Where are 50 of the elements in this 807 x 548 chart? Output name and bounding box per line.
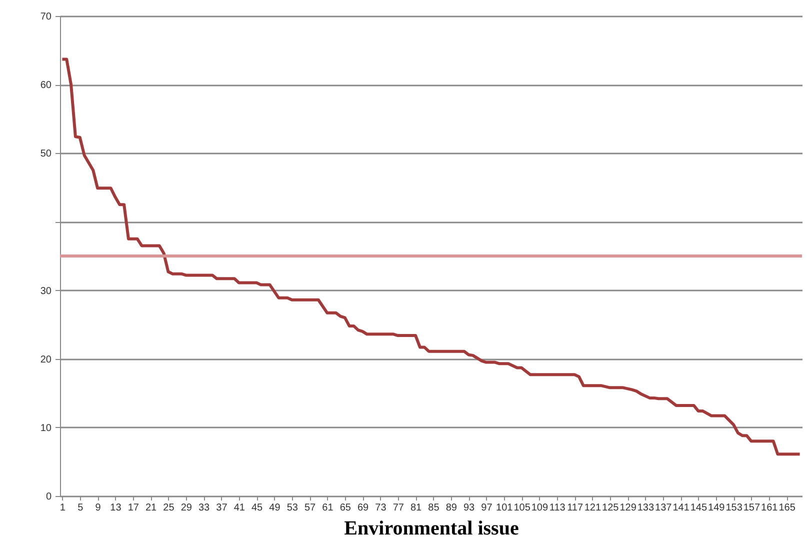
y-tick-label: 10 [40, 422, 52, 434]
x-tick-label: 121 [584, 502, 602, 514]
x-tick-label: 17 [128, 502, 140, 514]
x-tick-label: 161 [761, 502, 778, 514]
x-tick-label: 129 [620, 502, 637, 514]
x-tick-label: 85 [428, 502, 440, 514]
y-tick-label: 0 [46, 492, 52, 502]
x-tick-label: 13 [110, 502, 122, 514]
x-tick-label: 113 [549, 502, 566, 514]
x-tick-label: 53 [286, 502, 298, 514]
x-tick-label: 93 [463, 502, 476, 514]
x-tick-label: 77 [392, 502, 404, 514]
x-tick-label: 97 [481, 502, 493, 514]
y-tick-label: 60 [40, 80, 52, 92]
x-tick-label: 145 [690, 502, 708, 514]
x-tick-label: 1 [60, 502, 66, 514]
x-axis-title: Environmental issue [344, 518, 519, 540]
y-tick-label: 70 [40, 12, 52, 22]
x-tick-label: 105 [514, 502, 531, 514]
x-tick-label: 69 [357, 502, 370, 514]
x-tick-label: 41 [234, 502, 246, 514]
x-tick-label: 73 [375, 502, 387, 514]
x-tick-label: 109 [531, 502, 548, 514]
x-tick-label: 49 [269, 502, 281, 514]
x-tick-label: 101 [496, 502, 514, 514]
x-tick-label: 141 [672, 502, 690, 514]
x-tick-label: 37 [216, 502, 228, 514]
x-tick-label: 33 [198, 502, 210, 514]
x-tick-label: 9 [95, 502, 102, 514]
x-tick-label: 157 [743, 502, 760, 514]
x-tick-label: 165 [778, 502, 796, 514]
x-tick-label: 89 [446, 502, 458, 514]
x-tick-label: 117 [567, 502, 584, 514]
x-tick-label: 125 [602, 502, 620, 514]
x-tick-label: 133 [637, 502, 654, 514]
x-tick-label: 45 [251, 502, 264, 514]
x-tick-label: 65 [340, 502, 352, 514]
x-tick-label: 5 [78, 502, 84, 514]
x-tick-label: 21 [145, 502, 158, 514]
x-tick-label: 149 [708, 502, 726, 514]
y-tick-label: 50 [40, 148, 52, 160]
x-tick-label: 25 [163, 502, 175, 514]
x-tick-label: 57 [304, 502, 316, 514]
x-tick-label: 29 [180, 502, 192, 514]
x-tick-label: 153 [726, 502, 743, 514]
x-tick-label: 61 [322, 502, 334, 514]
y-tick-label: 20 [40, 354, 52, 366]
x-tick-label: 137 [655, 502, 672, 514]
x-tick-label: 81 [410, 502, 422, 514]
y-tick-label: 30 [40, 286, 52, 297]
